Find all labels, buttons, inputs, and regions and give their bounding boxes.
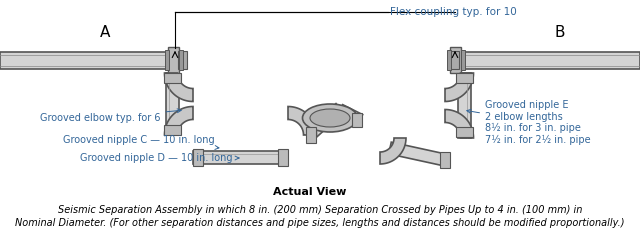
Text: Nominal Diameter. (For other separation distances and pipe sizes, lengths and di: Nominal Diameter. (For other separation … xyxy=(15,218,625,228)
Polygon shape xyxy=(388,142,446,166)
Bar xyxy=(278,149,288,166)
Bar xyxy=(352,113,362,127)
Bar xyxy=(447,50,451,70)
Text: Flex coupling typ. for 10: Flex coupling typ. for 10 xyxy=(390,7,516,17)
Polygon shape xyxy=(445,110,474,138)
Text: Grooved nipple C — 10 in. long: Grooved nipple C — 10 in. long xyxy=(63,135,219,149)
Polygon shape xyxy=(164,107,193,135)
Bar xyxy=(450,47,461,73)
Bar xyxy=(452,52,640,68)
Bar xyxy=(450,51,459,69)
Text: Seismic Separation Assembly in which 8 in. (200 mm) Separation Crossed by Pipes : Seismic Separation Assembly in which 8 i… xyxy=(58,205,582,215)
Bar xyxy=(461,50,465,70)
Bar xyxy=(193,151,288,164)
Polygon shape xyxy=(164,73,193,102)
Bar xyxy=(193,149,203,166)
Bar xyxy=(165,50,169,70)
Bar xyxy=(306,127,316,143)
Ellipse shape xyxy=(303,104,358,132)
Text: A: A xyxy=(100,24,110,40)
Bar xyxy=(179,50,183,70)
Bar xyxy=(458,73,471,138)
Bar xyxy=(456,73,473,83)
Text: Grooved elbow typ. for 6: Grooved elbow typ. for 6 xyxy=(40,109,181,123)
Polygon shape xyxy=(380,138,406,164)
Polygon shape xyxy=(306,104,344,139)
Bar xyxy=(456,127,473,137)
Bar xyxy=(164,73,181,83)
Text: Grooved nipple D — 10 in. long: Grooved nipple D — 10 in. long xyxy=(80,153,239,163)
Polygon shape xyxy=(337,105,363,125)
Polygon shape xyxy=(288,107,317,135)
Bar xyxy=(0,52,170,68)
Bar xyxy=(164,125,181,135)
Text: Grooved nipple E
2 elbow lengths
8½ in. for 3 in. pipe
7½ in. for 2½ in. pipe: Grooved nipple E 2 elbow lengths 8½ in. … xyxy=(467,100,591,145)
Polygon shape xyxy=(445,73,474,102)
Ellipse shape xyxy=(310,109,350,127)
Bar xyxy=(168,47,179,73)
Bar xyxy=(166,73,179,135)
Text: B: B xyxy=(555,24,565,40)
Bar xyxy=(178,51,187,69)
Text: Actual View: Actual View xyxy=(273,187,347,197)
Bar xyxy=(440,152,450,168)
